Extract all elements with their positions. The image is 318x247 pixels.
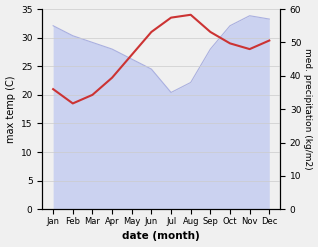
- Y-axis label: max temp (C): max temp (C): [5, 75, 16, 143]
- Y-axis label: med. precipitation (kg/m2): med. precipitation (kg/m2): [303, 48, 313, 170]
- X-axis label: date (month): date (month): [122, 231, 200, 242]
